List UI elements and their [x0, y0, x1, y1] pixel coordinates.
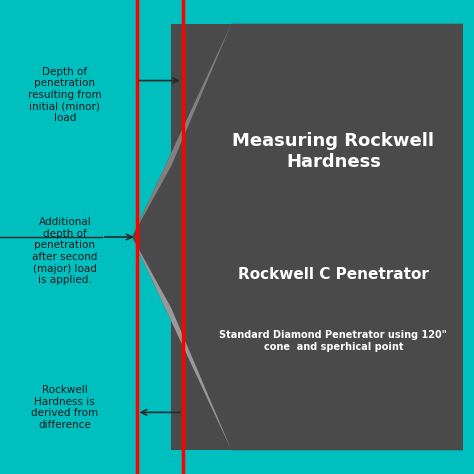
Polygon shape [132, 24, 468, 450]
Text: Standard Diamond Penetrator using 120"
cone  and sperhical point: Standard Diamond Penetrator using 120" c… [219, 330, 447, 352]
Text: Additional
depth of
penetration
after second
(major) load
is applied.: Additional depth of penetration after se… [32, 217, 98, 285]
Text: Rockwell C Penetrator: Rockwell C Penetrator [238, 267, 429, 283]
Text: Depth of
penetration
resulting from
initial (minor)
load: Depth of penetration resulting from init… [28, 67, 101, 123]
Polygon shape [132, 237, 231, 450]
Text: Rockwell
Hardness is
derived from
difference: Rockwell Hardness is derived from differ… [31, 385, 99, 430]
Text: Measuring Rockwell
Hardness: Measuring Rockwell Hardness [232, 132, 434, 171]
FancyBboxPatch shape [171, 24, 463, 450]
Polygon shape [132, 24, 231, 237]
